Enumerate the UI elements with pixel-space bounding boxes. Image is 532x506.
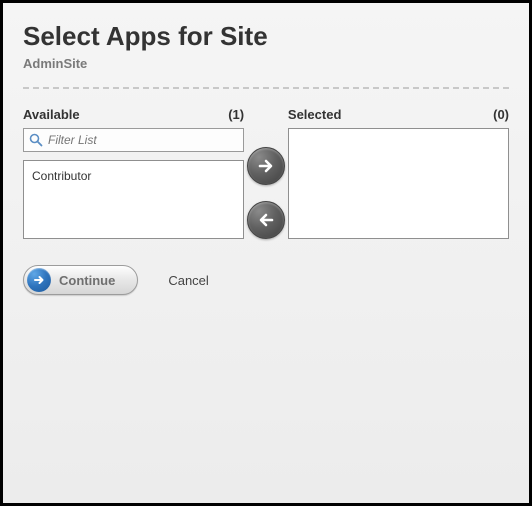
selected-header: Selected (0) [288, 107, 509, 122]
filter-wrap [23, 128, 244, 152]
move-right-button[interactable] [247, 147, 285, 185]
continue-label: Continue [59, 273, 115, 288]
move-left-button[interactable] [247, 201, 285, 239]
available-listbox[interactable]: Contributor [23, 160, 244, 239]
available-label: Available [23, 107, 80, 122]
divider [23, 87, 509, 89]
continue-button[interactable]: Continue [23, 265, 138, 295]
arrow-left-icon [256, 210, 276, 230]
list-item[interactable]: Contributor [32, 167, 235, 185]
dual-list-picker: Available (1) Contributor [23, 107, 509, 239]
cancel-link[interactable]: Cancel [168, 273, 208, 288]
selected-column: Selected (0) [288, 107, 509, 239]
dialog: Select Apps for Site AdminSite Available… [0, 0, 532, 506]
filter-input[interactable] [23, 128, 244, 152]
selected-count: (0) [493, 107, 509, 122]
page-title: Select Apps for Site [23, 21, 509, 52]
available-header: Available (1) [23, 107, 244, 122]
selected-listbox[interactable] [288, 128, 509, 239]
arrow-circle-right-icon [27, 268, 51, 292]
selected-label: Selected [288, 107, 341, 122]
page-subtitle: AdminSite [23, 56, 509, 71]
footer: Continue Cancel [23, 265, 509, 295]
available-column: Available (1) Contributor [23, 107, 244, 239]
available-count: (1) [228, 107, 244, 122]
transfer-controls [244, 107, 288, 239]
arrow-right-icon [256, 156, 276, 176]
